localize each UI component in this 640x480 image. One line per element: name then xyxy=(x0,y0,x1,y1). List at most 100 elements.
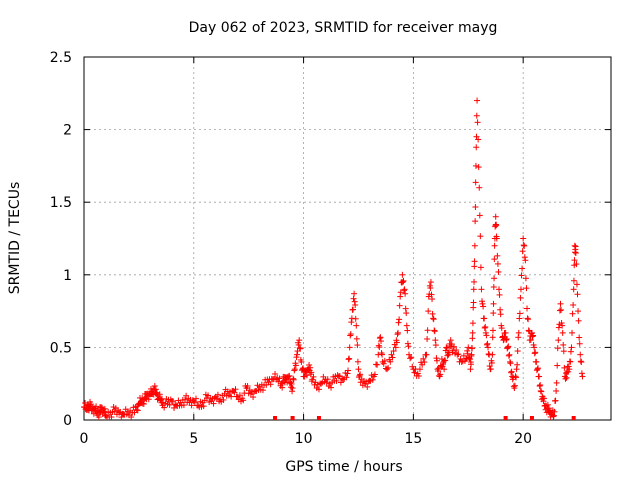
data-point xyxy=(496,291,503,298)
data-point xyxy=(387,358,394,365)
data-point xyxy=(469,345,476,352)
data-point xyxy=(397,289,404,296)
data-point xyxy=(443,345,450,352)
data-point xyxy=(473,144,480,151)
data-point xyxy=(560,341,567,348)
data-point xyxy=(488,359,495,366)
data-point xyxy=(567,348,574,355)
data-point xyxy=(491,242,498,249)
data-point xyxy=(465,344,472,351)
data-point xyxy=(306,361,313,368)
data-point xyxy=(467,366,474,373)
data-point xyxy=(435,367,442,374)
data-point xyxy=(534,365,541,372)
data-point xyxy=(506,358,513,365)
data-point xyxy=(296,337,303,344)
data-point xyxy=(356,372,363,379)
data-point xyxy=(378,350,385,357)
data-point xyxy=(133,406,140,413)
data-point xyxy=(552,397,559,404)
data-point xyxy=(128,414,135,421)
data-point xyxy=(478,298,485,305)
data-point xyxy=(394,331,401,338)
data-point xyxy=(432,342,439,349)
data-point xyxy=(421,359,428,366)
x-tick-label: 10 xyxy=(295,431,313,447)
data-point xyxy=(512,373,519,380)
data-point xyxy=(498,325,505,332)
data-point xyxy=(450,343,457,350)
data-point xyxy=(111,408,118,415)
data-point xyxy=(502,329,509,336)
data-point xyxy=(401,287,408,294)
data-point xyxy=(346,355,353,362)
data-point xyxy=(529,333,536,340)
data-point xyxy=(562,375,569,382)
data-point xyxy=(472,179,479,186)
data-point xyxy=(95,414,102,421)
data-point xyxy=(516,310,523,317)
data-point xyxy=(415,373,422,380)
plot-frame xyxy=(83,56,612,421)
baseline-point xyxy=(316,416,321,420)
data-point xyxy=(476,212,483,219)
data-point xyxy=(569,329,576,336)
data-point xyxy=(427,285,434,292)
x-axis-label: GPS time / hours xyxy=(285,459,402,475)
data-point xyxy=(407,355,414,362)
data-point xyxy=(572,250,579,257)
data-point xyxy=(401,286,408,293)
data-point xyxy=(289,385,296,392)
data-point xyxy=(476,184,483,191)
data-point xyxy=(474,119,481,126)
data-point xyxy=(506,351,513,358)
data-point xyxy=(483,341,490,348)
data-point xyxy=(519,265,526,272)
data-point xyxy=(566,366,573,373)
data-point xyxy=(276,375,283,382)
data-point xyxy=(200,403,207,410)
data-point xyxy=(490,300,497,307)
plot-border xyxy=(83,56,612,421)
data-point xyxy=(577,351,584,358)
data-point xyxy=(116,409,123,416)
data-point xyxy=(569,310,576,317)
data-point xyxy=(555,337,562,344)
data-point xyxy=(369,376,376,383)
data-point xyxy=(573,261,580,268)
data-point xyxy=(578,359,585,366)
data-point xyxy=(558,320,565,327)
data-point xyxy=(231,389,238,396)
data-point xyxy=(560,348,567,355)
data-point xyxy=(472,162,479,169)
data-point xyxy=(490,310,497,317)
data-point xyxy=(429,296,436,303)
data-point xyxy=(424,327,431,334)
data-point xyxy=(537,387,544,394)
data-point xyxy=(486,363,493,370)
data-point xyxy=(520,242,527,249)
chart-title: Day 062 of 2023, SRMTID for receiver may… xyxy=(189,20,498,36)
data-point xyxy=(402,305,409,312)
data-point xyxy=(444,352,451,359)
data-point xyxy=(517,294,524,301)
data-point xyxy=(544,401,551,408)
data-point xyxy=(515,334,522,341)
data-point xyxy=(523,285,530,292)
data-point xyxy=(575,317,582,324)
data-point xyxy=(481,324,488,331)
x-tick-label: 5 xyxy=(189,431,198,447)
data-point xyxy=(453,347,460,354)
data-point xyxy=(532,349,539,356)
data-point xyxy=(429,310,436,317)
data-point xyxy=(478,286,485,293)
data-point xyxy=(390,348,397,355)
data-point xyxy=(505,352,512,359)
data-point xyxy=(555,324,562,331)
data-point xyxy=(192,395,199,402)
data-point xyxy=(570,277,577,284)
data-point xyxy=(511,382,518,389)
baseline-point xyxy=(290,416,295,420)
data-point xyxy=(354,342,361,349)
data-point xyxy=(303,372,310,379)
